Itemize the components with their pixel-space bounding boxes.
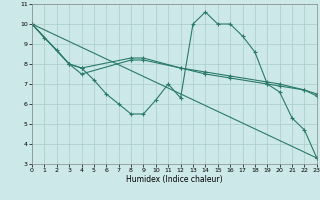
- X-axis label: Humidex (Indice chaleur): Humidex (Indice chaleur): [126, 175, 223, 184]
